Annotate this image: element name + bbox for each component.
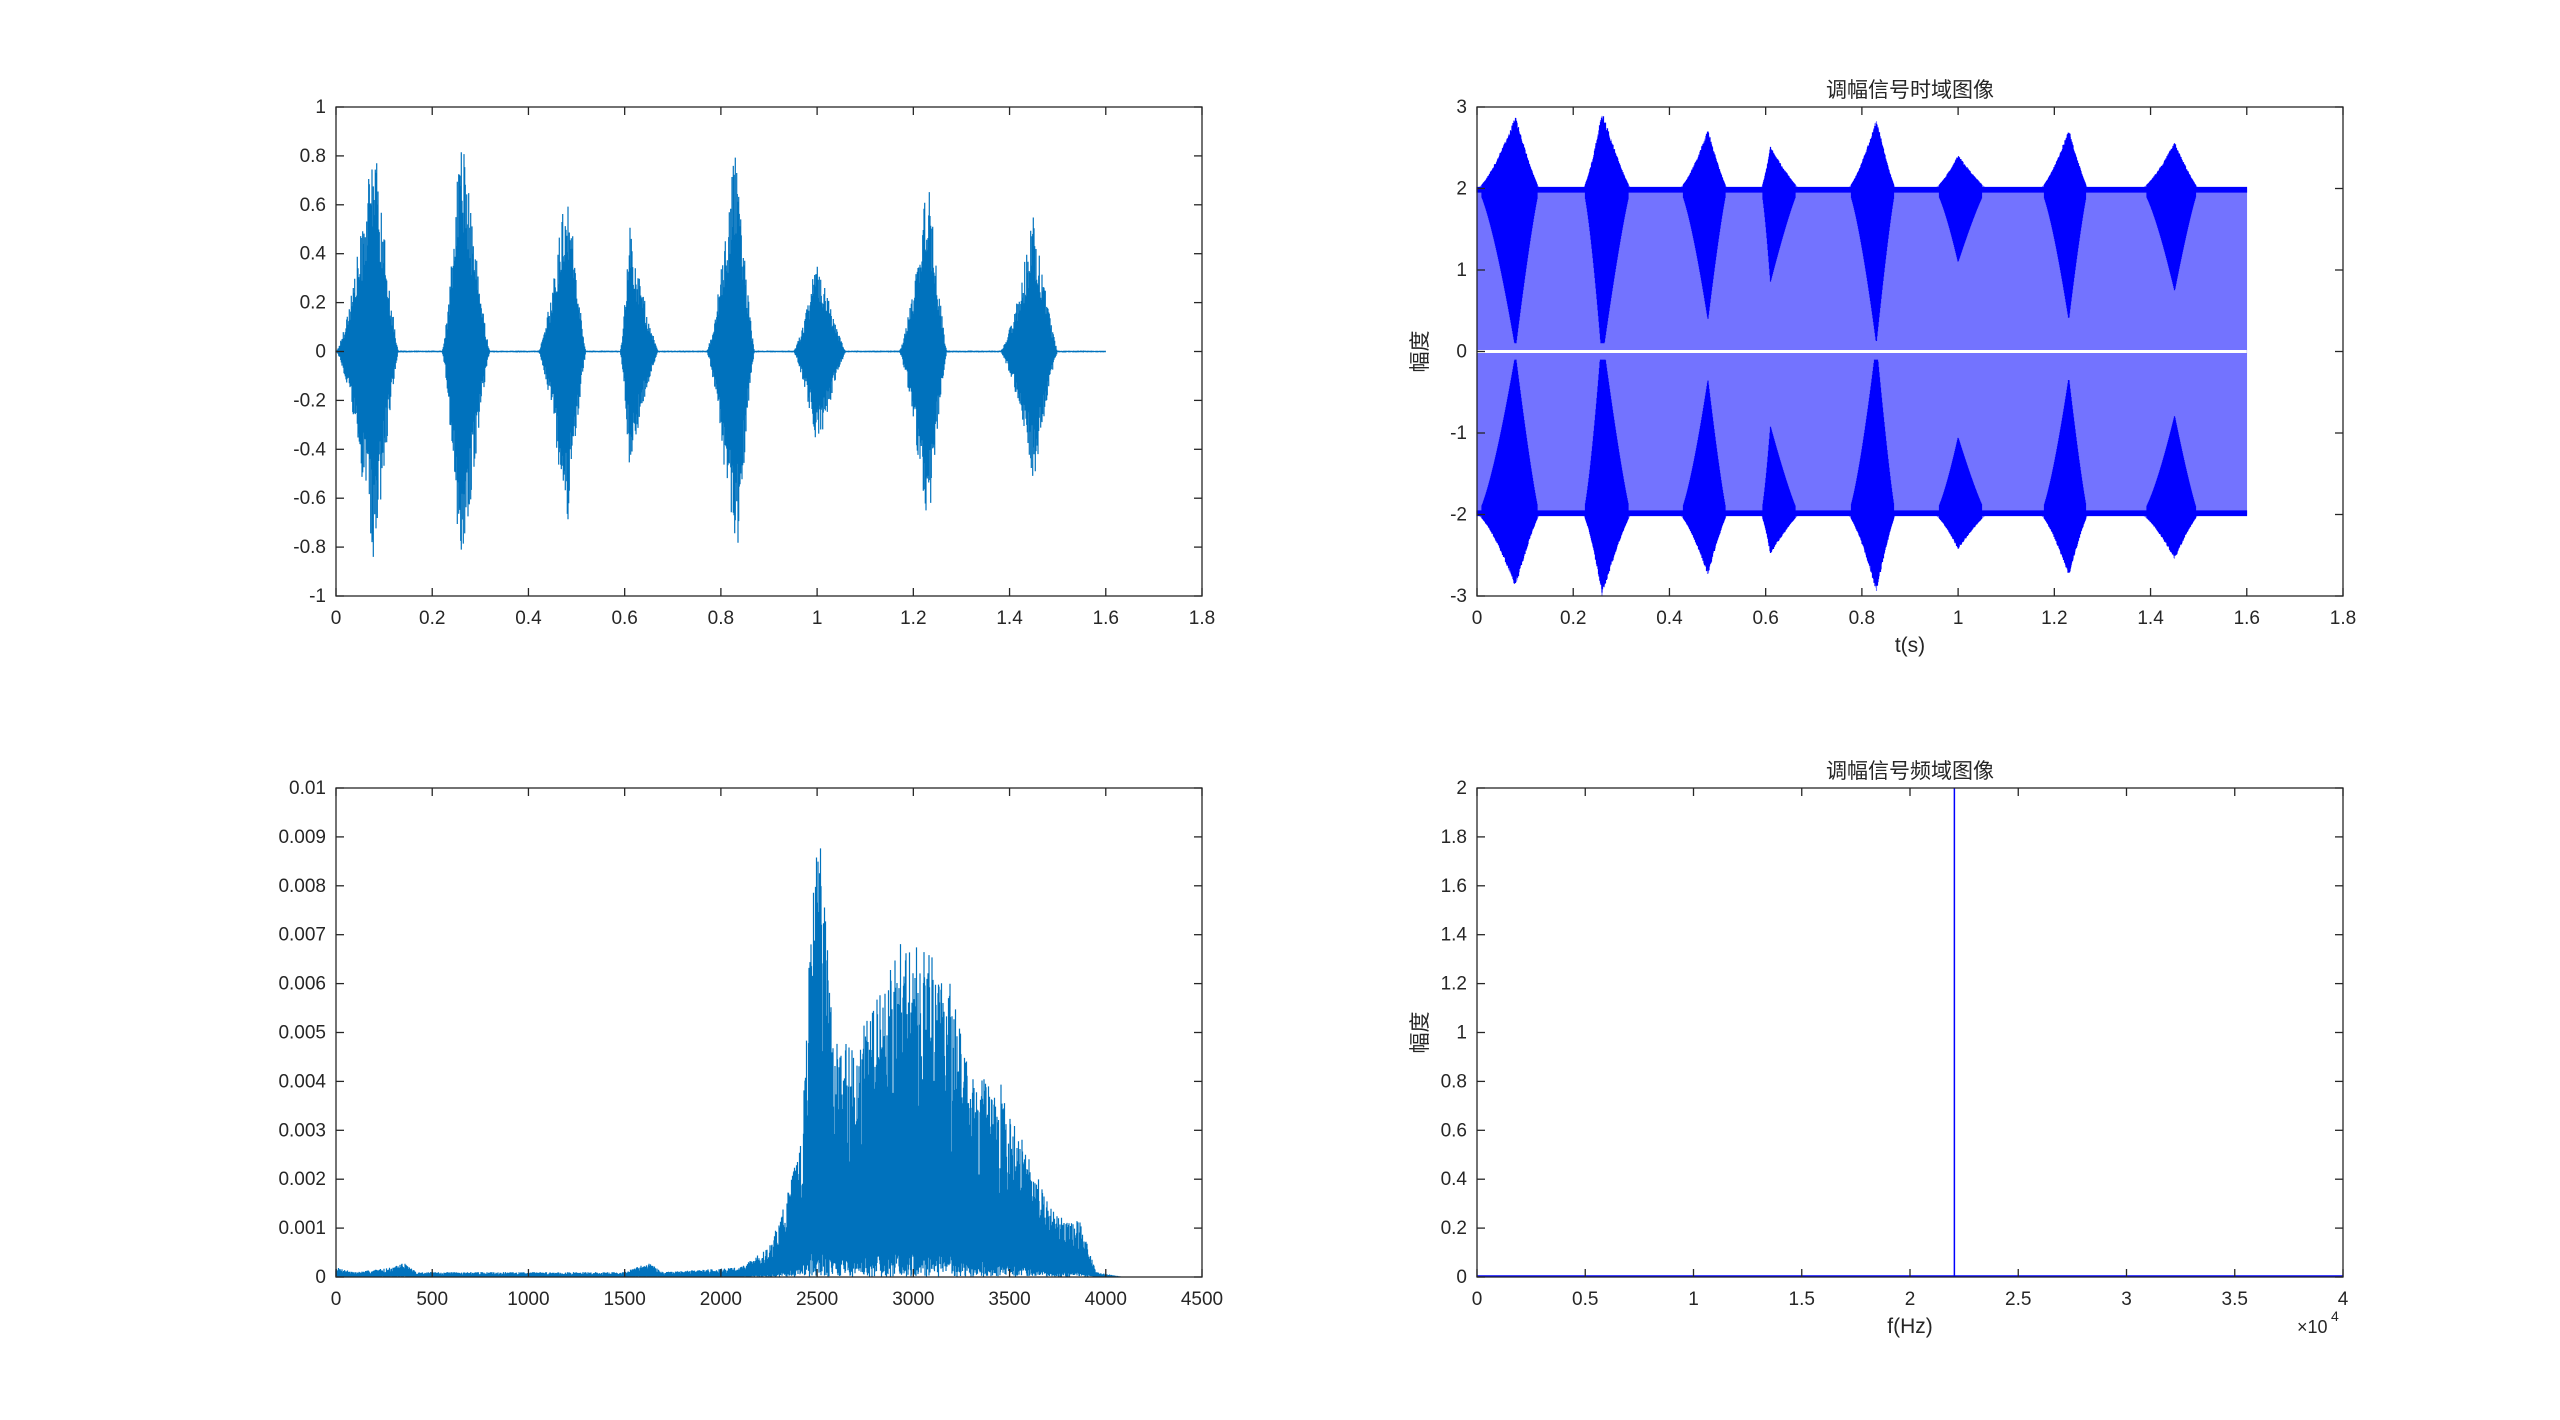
x-tick-label: 1 [1688, 1289, 1699, 1310]
y-tick-label: -0.4 [293, 439, 326, 460]
x-tick-label: 3000 [892, 1289, 934, 1310]
title: 调幅信号频域图像 [1826, 760, 1994, 783]
x-tick-label: 0.4 [1656, 608, 1683, 629]
title: 调幅信号时域图像 [1826, 79, 1994, 102]
y-tick-label: 0.6 [1441, 1120, 1467, 1141]
y-tick-label: -0.6 [293, 488, 326, 509]
x-tick-label: 1000 [507, 1289, 549, 1310]
x-tick-label: 3500 [988, 1289, 1030, 1310]
x-tick-label: 1.6 [1093, 608, 1119, 629]
y-tick-label: -3 [1450, 586, 1467, 607]
x-tick-label: 1.8 [1189, 608, 1215, 629]
y-tick-label: 0.002 [278, 1169, 326, 1190]
x-tick-label: 2.5 [2005, 1289, 2031, 1310]
x-tick-label: 1500 [604, 1289, 646, 1310]
x-tick-label: 0 [331, 608, 342, 629]
y-tick-label: 2 [1456, 778, 1467, 799]
y-tick-label: 0.003 [278, 1120, 326, 1141]
x-tick-label: 2 [1905, 1289, 1916, 1310]
y-tick-label: 0.006 [278, 974, 326, 995]
y-tick-label: 0.01 [289, 778, 326, 799]
x-tick-label: 500 [416, 1289, 448, 1310]
x-tick-label: 0.4 [515, 608, 542, 629]
y-tick-label: -0.2 [293, 390, 326, 411]
y-tick-label: -0.8 [293, 537, 326, 558]
y-tick-label: 1 [1456, 260, 1467, 281]
y-axis-label: 幅度 [1409, 331, 1432, 373]
y-tick-label: 1.8 [1441, 827, 1467, 848]
y-tick-label: 0.001 [278, 1218, 326, 1239]
y-tick-label: 3 [1456, 97, 1467, 118]
y-tick-label: 0 [1456, 1267, 1467, 1288]
y-tick-label: 0.8 [300, 146, 326, 167]
x-tick-label: 2500 [796, 1289, 838, 1310]
y-tick-label: 0.009 [278, 827, 326, 848]
x-tick-label: 4500 [1181, 1289, 1223, 1310]
x-tick-label: 0.6 [611, 608, 637, 629]
x-tick-label: 0.2 [1560, 608, 1586, 629]
y-tick-label: 0.6 [300, 195, 326, 216]
x-tick-label: 1.6 [2234, 608, 2260, 629]
y-tick-label: -1 [309, 586, 326, 607]
x-tick-label: 3 [2121, 1289, 2132, 1310]
y-tick-label: 0.8 [1441, 1071, 1467, 1092]
y-tick-label: 0.4 [300, 244, 327, 265]
y-tick-label: 0.2 [1441, 1218, 1467, 1239]
x-tick-label: 0 [1472, 1289, 1483, 1310]
y-tick-label: 0.4 [1441, 1169, 1468, 1190]
plot-area [1477, 788, 2343, 1277]
x-tick-label: 1.8 [2330, 608, 2356, 629]
x-tick-label: 0 [331, 1289, 342, 1310]
axes-time-original: 0 0.2 0.4 0.6 0.8 1 1.2 1.4 1.6 1.8 -1 -0.8 -0.6 -0.4… [293, 97, 1215, 629]
x-tick-label: 1.2 [900, 608, 926, 629]
y-tick-label: 1 [1456, 1023, 1467, 1044]
x-tick-label: 4000 [1085, 1289, 1127, 1310]
y-tick-label: -2 [1450, 505, 1467, 526]
x-tick-label: 1.4 [996, 608, 1023, 629]
x-tick-label: 1.4 [2137, 608, 2164, 629]
x-tick-label: 0.6 [1752, 608, 1778, 629]
x-tick-label: 2000 [700, 1289, 742, 1310]
y-tick-label: 0.008 [278, 876, 326, 897]
x-tick-label: 0 [1472, 608, 1483, 629]
axes-spectrum-original: 0 500 1000 1500 2000 2500 3000 3500 4000 4500 0 0.0… [278, 778, 1223, 1310]
y-tick-label: 0 [315, 1267, 326, 1288]
y-tick-label: 0.007 [278, 925, 326, 946]
x-axis-label: f(Hz) [1887, 1315, 1933, 1338]
x-tick-label: 0.8 [708, 608, 734, 629]
axes-time-am: 调幅信号时域图像 t(s) 幅度 0 0.2 0.4 0.6 0.8 1 1.2 1.4 1.6… [1409, 79, 2356, 657]
y-tick-label: 1.2 [1441, 974, 1467, 995]
y-tick-label: 0 [315, 342, 326, 363]
x-tick-label: 1.5 [1789, 1289, 1815, 1310]
y-tick-label: 0.005 [278, 1023, 326, 1044]
y-tick-label: 1 [315, 97, 326, 118]
x-tick-label: 0.5 [1572, 1289, 1598, 1310]
y-tick-label: -1 [1450, 423, 1467, 444]
y-tick-label: 1.6 [1441, 876, 1467, 897]
y-tick-label: 1.4 [1441, 925, 1468, 946]
axes-spectrum-am: 调幅信号频域图像 f(Hz) 幅度 ×10 4 0 0.5 1 1.5 2 2.5 3 3.5… [1409, 760, 2349, 1338]
x-tick-label: 1.2 [2041, 608, 2067, 629]
x-exponent-power: 4 [2331, 1308, 2339, 1324]
y-axis-label: 幅度 [1409, 1012, 1432, 1054]
x-tick-label: 1 [1953, 608, 1964, 629]
y-tick-label: 0.004 [278, 1071, 326, 1092]
x-tick-label: 3.5 [2222, 1289, 2248, 1310]
y-tick-label: 0.2 [300, 293, 326, 314]
y-tick-label: 2 [1456, 179, 1467, 200]
x-tick-label: 0.8 [1849, 608, 1875, 629]
x-axis-label: t(s) [1895, 634, 1925, 657]
x-tick-label: 0.2 [419, 608, 445, 629]
x-tick-label: 1 [812, 608, 823, 629]
x-tick-label: 4 [2338, 1289, 2349, 1310]
x-exponent-base: ×10 [2297, 1317, 2328, 1337]
y-tick-label: 0 [1456, 342, 1467, 363]
plot-area [336, 788, 1202, 1277]
